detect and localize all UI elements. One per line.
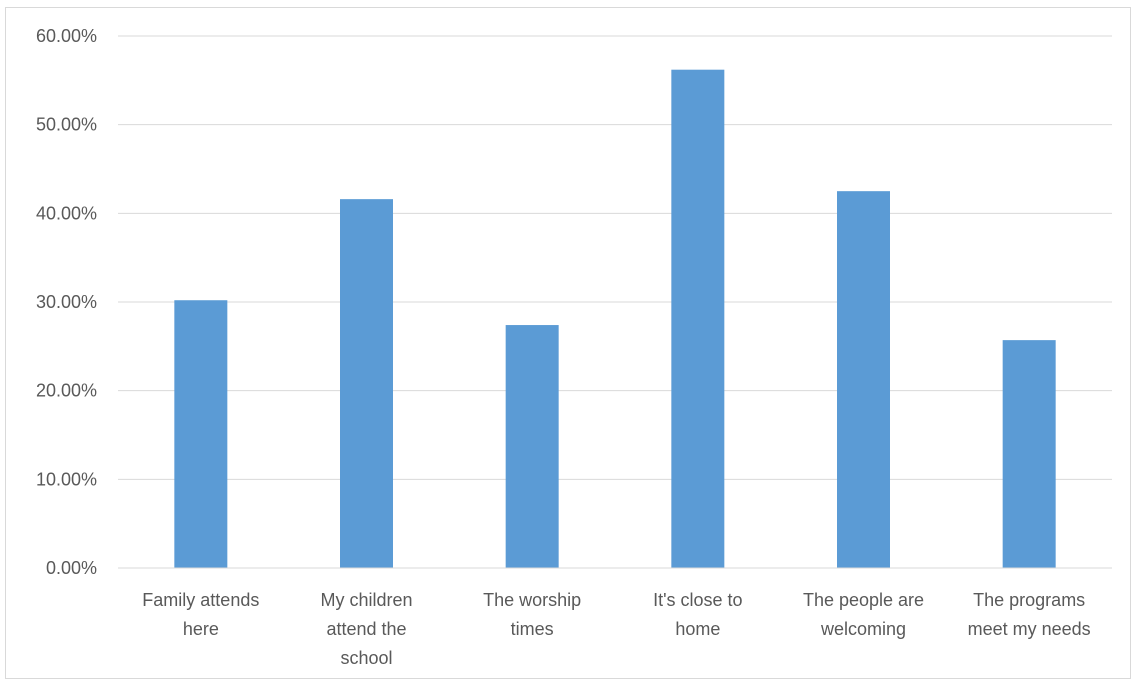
x-axis-labels: Family attends here My children attend the s… <box>142 590 1090 668</box>
x-category-label: attend the <box>326 619 406 639</box>
x-category-label: home <box>675 619 720 639</box>
x-category-label: welcoming <box>820 619 906 639</box>
x-category-label: It's close to <box>653 590 742 610</box>
y-tick-label: 30.00% <box>36 292 97 312</box>
y-tick-label: 50.00% <box>36 115 97 135</box>
y-axis-ticks: 0.00% 10.00% 20.00% 30.00% 40.00% 50.00% 60.00… <box>36 26 97 578</box>
y-tick-label: 10.00% <box>36 469 97 489</box>
x-category-label: school <box>340 648 392 668</box>
x-category-label: The people are <box>803 590 924 610</box>
x-category-label: here <box>183 619 219 639</box>
bar <box>340 199 393 568</box>
x-category-label: Family attends <box>142 590 259 610</box>
x-category-label: meet my needs <box>968 619 1091 639</box>
y-tick-label: 60.00% <box>36 26 97 46</box>
gridlines <box>118 35 1112 480</box>
x-category-label: My children <box>320 590 412 610</box>
bar <box>1002 340 1056 568</box>
x-category-label: The programs <box>973 590 1085 610</box>
bar <box>837 191 890 568</box>
bar <box>505 325 559 568</box>
bar <box>174 300 228 568</box>
y-tick-label: 40.00% <box>36 203 97 223</box>
x-category-label: times <box>511 619 554 639</box>
y-tick-label: 0.00% <box>46 558 97 578</box>
y-tick-label: 20.00% <box>36 381 97 401</box>
x-category-label: The worship <box>483 590 581 610</box>
bar <box>671 69 725 569</box>
bars <box>174 69 1056 569</box>
